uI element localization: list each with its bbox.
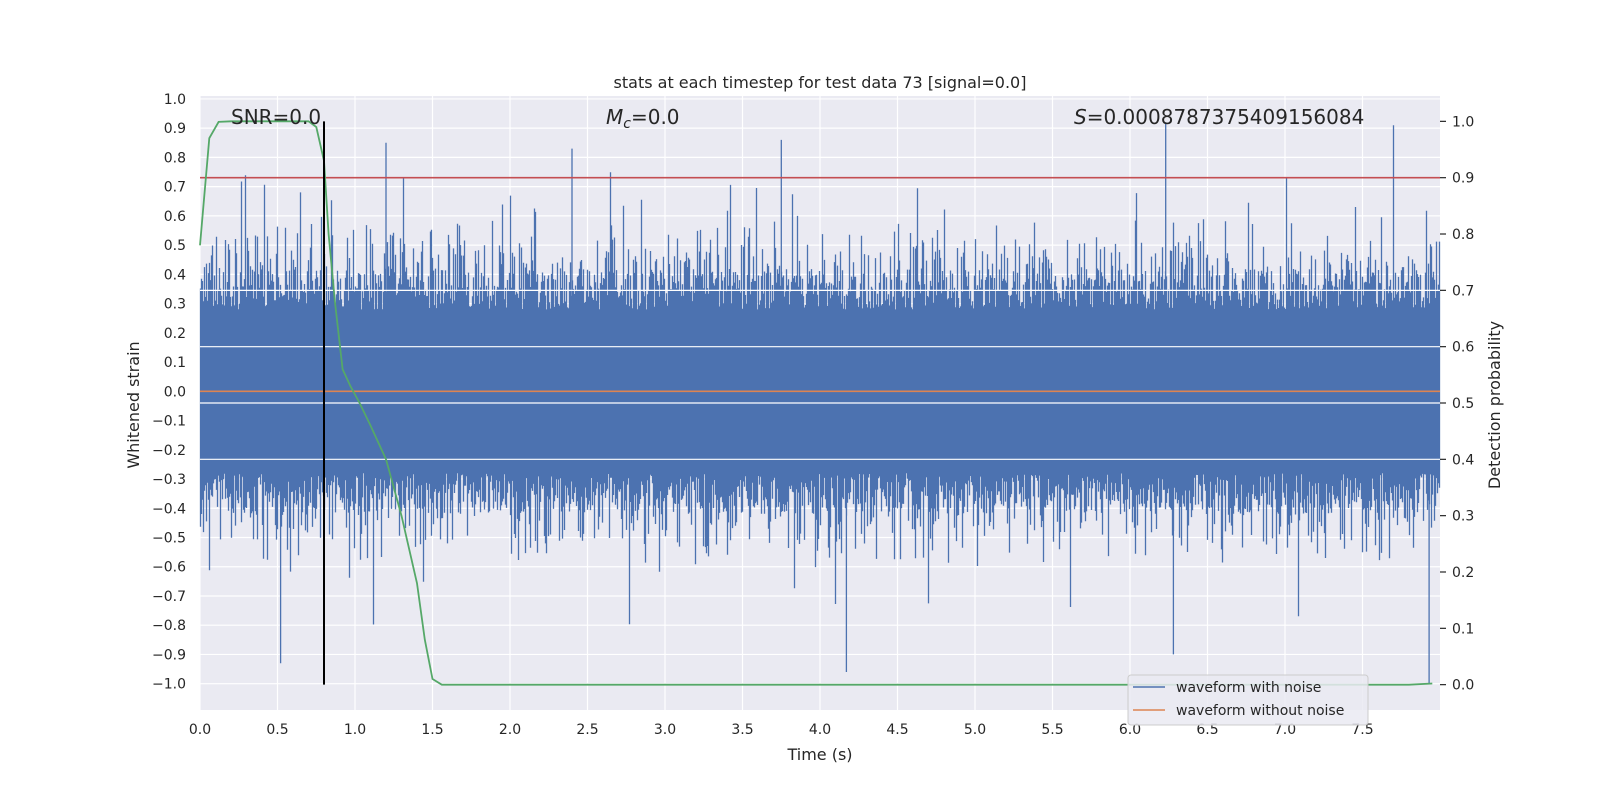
y-left-tick-label: −0.7 bbox=[152, 589, 186, 605]
s-symbol: S bbox=[1074, 105, 1087, 129]
y-left-tick-label: 1.0 bbox=[164, 92, 186, 108]
y-left-tick-label: 0.2 bbox=[164, 326, 186, 342]
y-left-tick-label: −0.6 bbox=[152, 560, 186, 576]
x-tick-label: 6.5 bbox=[1196, 722, 1218, 738]
y-right-tick-label: 0.9 bbox=[1452, 171, 1474, 187]
mc-subscript: c bbox=[623, 116, 631, 132]
x-tick-label: 4.0 bbox=[809, 722, 831, 738]
y-left-tick-label: 0.6 bbox=[164, 209, 186, 225]
chirp-mass-annotation: Mc=0.0 bbox=[606, 105, 680, 132]
y-left-tick-label: −0.3 bbox=[152, 472, 186, 488]
legend-label-waveform-with-noise: waveform with noise bbox=[1176, 680, 1321, 696]
y-right-tick-label: 0.1 bbox=[1452, 621, 1474, 637]
y-left-axis: 1.0 0.9 0.8 0.7 0.6 0.5 0.4 0.3 0.2 0.1 0.0 −0.1 −0.… bbox=[152, 92, 186, 693]
y-right-tick-label: 1.0 bbox=[1452, 114, 1474, 130]
y-left-tick-label: 0.7 bbox=[164, 180, 186, 196]
detection-probability-line bbox=[199, 120, 1433, 686]
x-tick-label: 4.5 bbox=[886, 722, 908, 738]
legend-box bbox=[1127, 674, 1369, 726]
s-annotation: S=0.0008787375409156084 bbox=[1074, 105, 1364, 129]
y-left-tick-label: −0.9 bbox=[152, 647, 186, 663]
y-left-axis-label: Whitened strain bbox=[124, 341, 143, 468]
y-left-tick-label: −1.0 bbox=[152, 677, 186, 693]
y-right-tick-label: 0.6 bbox=[1452, 340, 1474, 356]
legend-label-waveform-without-noise: waveform without noise bbox=[1176, 703, 1344, 719]
y-right-tick-label: 0.5 bbox=[1452, 396, 1474, 412]
x-axis-label: Time (s) bbox=[786, 745, 852, 764]
snr-annotation: SNR=0.0 bbox=[231, 105, 321, 129]
y-left-tick-label: 0.0 bbox=[164, 384, 186, 400]
legend: waveform with noise waveform without noi… bbox=[1127, 674, 1369, 726]
y-left-tick-label: 0.5 bbox=[164, 238, 186, 254]
s-value: =0.0008787375409156084 bbox=[1087, 105, 1365, 129]
x-tick-label: 1.5 bbox=[421, 722, 443, 738]
y-right-tick-label: 0.2 bbox=[1452, 565, 1474, 581]
y-left-tick-label: 0.9 bbox=[164, 121, 186, 137]
chart-title: stats at each timestep for test data 73 … bbox=[614, 73, 1027, 92]
y-left-tick-label: 0.1 bbox=[164, 355, 186, 371]
y-left-tick-label: −0.2 bbox=[152, 443, 186, 459]
y-right-axis-label: Detection probability bbox=[1485, 321, 1504, 489]
y-left-tick-label: 0.8 bbox=[164, 150, 186, 166]
y-right-tick-label: 0.3 bbox=[1452, 509, 1474, 525]
y-left-tick-label: 0.4 bbox=[164, 267, 186, 283]
x-tick-label: 2.5 bbox=[576, 722, 598, 738]
x-tick-label: 6.0 bbox=[1119, 722, 1141, 738]
x-tick-label: 5.0 bbox=[964, 722, 986, 738]
x-tick-label: 2.0 bbox=[499, 722, 521, 738]
x-tick-label: 7.5 bbox=[1351, 722, 1373, 738]
x-tick-label: 3.5 bbox=[731, 722, 753, 738]
x-tick-label: 1.0 bbox=[344, 722, 366, 738]
x-tick-label: 5.5 bbox=[1041, 722, 1063, 738]
x-tick-label: 0.5 bbox=[266, 722, 288, 738]
mc-value: =0.0 bbox=[631, 105, 680, 129]
mc-symbol: M bbox=[606, 105, 623, 129]
x-axis: 0.0 0.5 1.0 1.5 2.0 2.5 3.0 3.5 4.0 4.5 5.0 5.5 6.0 6… bbox=[189, 722, 1374, 738]
y-right-tick-label: 0.8 bbox=[1452, 227, 1474, 243]
y-right-axis: 1.0 0.9 0.8 0.7 0.6 0.5 0.4 0.3 0.2 0.1 0.0 bbox=[1440, 114, 1474, 694]
y-left-tick-label: −0.8 bbox=[152, 618, 186, 634]
x-tick-label: 3.0 bbox=[654, 722, 676, 738]
y-right-tick-label: 0.0 bbox=[1452, 678, 1474, 694]
y-left-tick-label: 0.3 bbox=[164, 297, 186, 313]
y-right-tick-label: 0.4 bbox=[1452, 452, 1474, 468]
y-left-tick-label: −0.5 bbox=[152, 530, 186, 546]
y-right-tick-label: 0.7 bbox=[1452, 283, 1474, 299]
x-tick-label: 7.0 bbox=[1274, 722, 1296, 738]
y-left-tick-label: −0.1 bbox=[152, 414, 186, 430]
y-left-tick-label: −0.4 bbox=[152, 501, 186, 517]
x-tick-label: 0.0 bbox=[189, 722, 211, 738]
